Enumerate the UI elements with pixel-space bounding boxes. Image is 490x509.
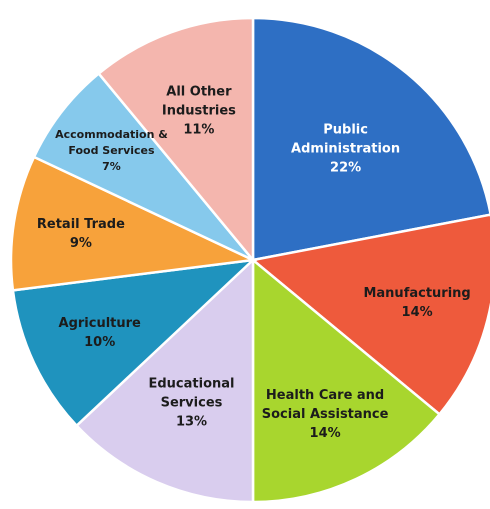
data-label-category: Agriculture xyxy=(59,316,142,331)
slice-label-public-administration: Public Administration 22% xyxy=(291,123,400,176)
slice-public-administration xyxy=(251,16,490,262)
slice-label-all-other-industries: All Other Industries 11% xyxy=(162,84,236,137)
slice-label-health-care-and-social-assistance: Health Care and Social Assistance 14% xyxy=(262,388,389,441)
slice-label-agriculture: Agriculture 10% xyxy=(59,316,142,350)
data-label-category: Retail Trade xyxy=(37,217,125,232)
data-label-percent: 10% xyxy=(84,335,115,350)
slices-layer xyxy=(9,16,490,504)
slice-label-retail-trade: Retail Trade 9% xyxy=(37,217,125,251)
slice-health-care-and-social-assistance xyxy=(251,257,442,504)
data-label-category: Accommodation & xyxy=(55,128,168,141)
slice-agriculture xyxy=(11,258,257,428)
slice-accommodation-food-services xyxy=(32,71,254,262)
slice-all-other-industries xyxy=(96,16,255,264)
data-label-percent: 14% xyxy=(402,305,433,320)
slice-label-educational-services: Educational Services 13% xyxy=(148,377,234,430)
slice-manufacturing xyxy=(250,213,490,417)
data-label-percent: 13% xyxy=(176,415,207,430)
data-label-category: Educational xyxy=(148,377,234,392)
data-label-percent: 7% xyxy=(102,160,121,173)
slice-label-manufacturing: Manufacturing 14% xyxy=(363,286,470,320)
slice-retail-trade xyxy=(9,155,258,292)
slice-educational-services xyxy=(74,257,255,504)
data-label-category: Public xyxy=(323,123,368,138)
data-label-category: Social Assistance xyxy=(262,407,389,422)
data-label-percent: 22% xyxy=(330,161,361,176)
data-label-percent: 14% xyxy=(310,426,341,441)
data-label-category: All Other xyxy=(166,84,232,99)
labels-layer: PublicAdministration22%Manufacturing14%H… xyxy=(37,84,471,441)
data-label-category: Manufacturing xyxy=(363,286,470,301)
data-label-category: Administration xyxy=(291,142,400,157)
data-label-percent: 9% xyxy=(70,236,92,251)
slice-label-accommodation-food-services: Accommodation & Food Services 7% xyxy=(55,128,168,173)
data-label-category: Services xyxy=(161,396,223,411)
data-label-category: Health Care and xyxy=(266,388,384,403)
data-label-category: Food Services xyxy=(68,144,155,157)
data-label-percent: 11% xyxy=(183,122,214,137)
data-label-category: Industries xyxy=(162,103,236,118)
